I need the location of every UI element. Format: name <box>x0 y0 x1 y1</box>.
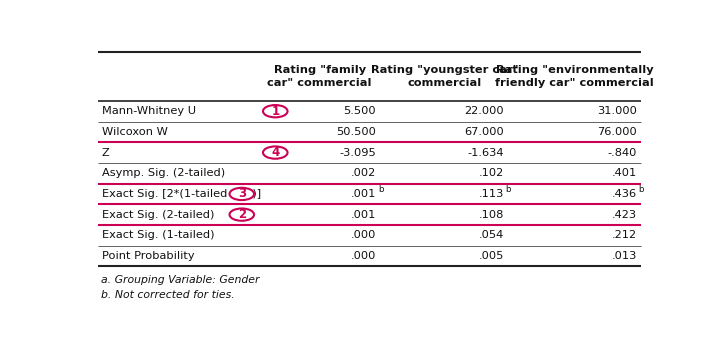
Text: Point Probability: Point Probability <box>102 251 194 261</box>
Text: .102: .102 <box>479 168 504 178</box>
Circle shape <box>230 208 254 221</box>
Text: Exact Sig. (2-tailed): Exact Sig. (2-tailed) <box>102 209 214 220</box>
Text: Exact Sig. [2*(1-tailed Sig.)]: Exact Sig. [2*(1-tailed Sig.)] <box>102 189 261 199</box>
Text: .002: .002 <box>351 168 377 178</box>
Text: a. Grouping Variable: Gender: a. Grouping Variable: Gender <box>101 275 260 285</box>
Circle shape <box>263 146 287 159</box>
Text: Z: Z <box>102 148 109 158</box>
Text: .401: .401 <box>611 168 637 178</box>
Text: b: b <box>505 185 511 194</box>
Text: .001: .001 <box>351 209 377 220</box>
Text: 50.500: 50.500 <box>336 127 377 137</box>
Text: 5.500: 5.500 <box>343 106 377 116</box>
Circle shape <box>263 105 287 117</box>
Text: Rating "family
car" commercial: Rating "family car" commercial <box>267 65 372 87</box>
Text: .113: .113 <box>479 189 504 199</box>
Text: .013: .013 <box>611 251 637 261</box>
Text: -1.634: -1.634 <box>467 148 504 158</box>
Text: .212: .212 <box>612 230 637 240</box>
Text: Asymp. Sig. (2-tailed): Asymp. Sig. (2-tailed) <box>102 168 225 178</box>
Text: b: b <box>378 185 384 194</box>
Circle shape <box>230 188 254 200</box>
Text: 31.000: 31.000 <box>597 106 637 116</box>
Text: .001: .001 <box>351 189 377 199</box>
Text: b: b <box>639 185 644 194</box>
Text: .423: .423 <box>612 209 637 220</box>
Text: .000: .000 <box>351 251 377 261</box>
Text: Rating "youngster car"
commercial: Rating "youngster car" commercial <box>371 65 518 87</box>
Text: 4: 4 <box>271 146 279 159</box>
Text: .054: .054 <box>479 230 504 240</box>
Text: Exact Sig. (1-tailed): Exact Sig. (1-tailed) <box>102 230 215 240</box>
Text: 67.000: 67.000 <box>464 127 504 137</box>
Text: .000: .000 <box>351 230 377 240</box>
Text: -.840: -.840 <box>608 148 637 158</box>
Text: .108: .108 <box>479 209 504 220</box>
Text: 3: 3 <box>238 187 246 200</box>
Text: Wilcoxon W: Wilcoxon W <box>102 127 168 137</box>
Text: Rating "environmentally
friendly car" commercial: Rating "environmentally friendly car" co… <box>495 65 654 87</box>
Text: b. Not corrected for ties.: b. Not corrected for ties. <box>101 290 235 300</box>
Text: 76.000: 76.000 <box>597 127 637 137</box>
Text: 22.000: 22.000 <box>464 106 504 116</box>
Text: .436: .436 <box>612 189 637 199</box>
Text: .005: .005 <box>479 251 504 261</box>
Text: 1: 1 <box>271 105 279 118</box>
Text: 2: 2 <box>238 208 246 221</box>
Text: -3.095: -3.095 <box>340 148 377 158</box>
Text: Mann-Whitney U: Mann-Whitney U <box>102 106 196 116</box>
